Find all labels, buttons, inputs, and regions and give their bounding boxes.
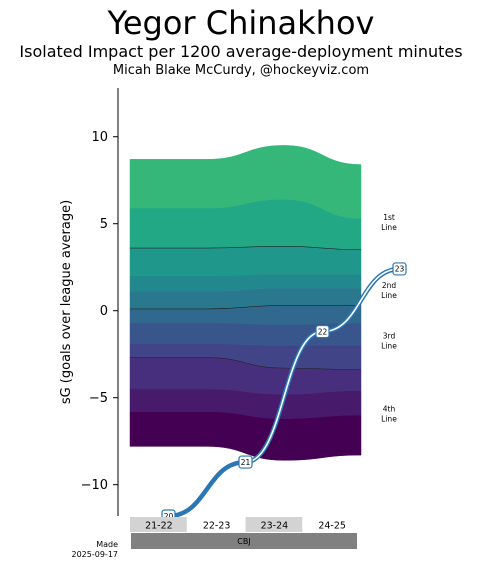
- season-box: [130, 517, 187, 532]
- player-marker-box: [238, 455, 253, 469]
- y-tick-label: 10: [91, 130, 108, 145]
- season-label: 21-22: [145, 521, 173, 532]
- player-marker-label: 22: [318, 327, 328, 336]
- line-label-4: Line: [381, 415, 397, 424]
- deployment-bands: [129, 145, 362, 461]
- season-axis: 21-22 22-23 23-24 24-25 CBJ: [130, 517, 357, 549]
- y-tick-label: 5: [100, 217, 108, 232]
- line-divider-2: [130, 357, 362, 371]
- player-marker-label: 20: [164, 512, 174, 521]
- season-box: [245, 517, 303, 532]
- credit-line: Micah Blake McCurdy, @hockeyviz.com: [112, 63, 370, 78]
- player-trajectory: 20 21 22 23: [161, 262, 407, 523]
- season-label: 22-23: [203, 521, 231, 532]
- made-label: Made: [96, 540, 118, 549]
- y-axis-label: sG (goals over league average): [59, 200, 74, 404]
- y-axis: −10 −5 0 5 10 sG (goals over league average): [59, 88, 119, 516]
- team-label: CBJ: [237, 537, 250, 546]
- line-dividers: [130, 246, 362, 371]
- line-label-2: Line: [381, 291, 397, 300]
- player-marker-label: 21: [241, 458, 251, 467]
- y-tick-label: 0: [100, 304, 108, 319]
- line-label-2: 2nd: [382, 281, 397, 290]
- player-marker-label: 23: [395, 265, 405, 274]
- line-divider-0: [130, 246, 362, 251]
- line-label-1: Line: [381, 223, 397, 232]
- made-date-value: 2025-09-17: [71, 550, 119, 559]
- page-title: Yegor Chinakhov: [107, 4, 375, 42]
- page-subtitle: Isolated Impact per 1200 average-deploym…: [19, 42, 463, 61]
- season-label: 24-25: [318, 521, 346, 532]
- made-date: Made 2025-09-17: [40, 540, 119, 560]
- y-tick-label: −5: [89, 391, 108, 406]
- line-label-4: 4th: [383, 405, 396, 414]
- line-label-3: 3rd: [383, 332, 396, 341]
- team-bar: [131, 533, 357, 549]
- band-10: [129, 145, 362, 219]
- line-label-3: Line: [381, 342, 397, 351]
- player-marker-box: [392, 262, 407, 276]
- line-divider-1: [130, 305, 361, 310]
- band-0: [129, 411, 362, 461]
- band-8: [129, 246, 362, 277]
- line-label-1: 1st: [383, 213, 395, 222]
- season-label: 23-24: [261, 521, 289, 532]
- player-marker-box: [315, 324, 330, 339]
- y-tick-label: −10: [81, 478, 108, 493]
